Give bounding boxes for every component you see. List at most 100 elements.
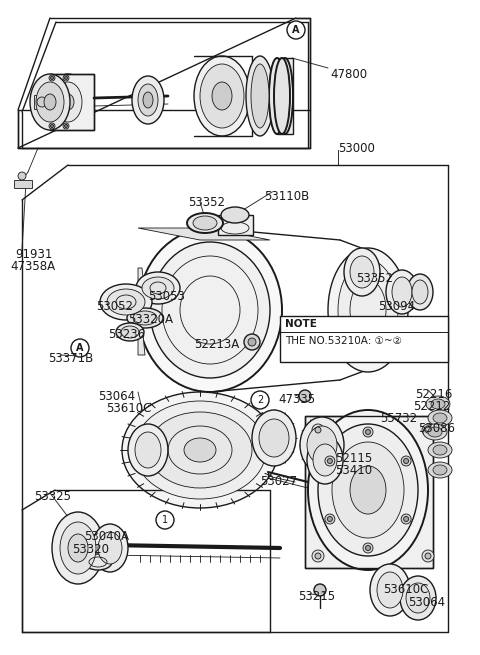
Text: 55732: 55732 [380, 412, 417, 425]
Bar [50, 74, 94, 130]
Circle shape [71, 339, 89, 357]
Ellipse shape [252, 410, 296, 466]
Circle shape [401, 456, 411, 466]
Circle shape [401, 514, 411, 524]
Ellipse shape [132, 76, 164, 124]
Circle shape [315, 553, 321, 559]
Text: 53610C: 53610C [383, 583, 428, 596]
Ellipse shape [107, 289, 145, 315]
Ellipse shape [277, 58, 293, 134]
Circle shape [404, 458, 408, 464]
Circle shape [63, 75, 69, 81]
Text: 53236: 53236 [108, 328, 145, 341]
Text: 53352: 53352 [188, 196, 225, 209]
Circle shape [404, 517, 408, 521]
Text: 1: 1 [162, 515, 168, 525]
Ellipse shape [148, 412, 252, 488]
Ellipse shape [426, 396, 450, 412]
Bar [280, 316, 448, 362]
Ellipse shape [100, 284, 152, 320]
Bar [218, 215, 253, 235]
Circle shape [422, 550, 434, 562]
Circle shape [64, 77, 68, 79]
Circle shape [50, 124, 53, 128]
Circle shape [64, 124, 68, 128]
Polygon shape [138, 228, 270, 240]
Ellipse shape [52, 512, 104, 584]
Ellipse shape [98, 532, 122, 564]
Ellipse shape [344, 248, 380, 296]
Ellipse shape [30, 74, 70, 130]
Ellipse shape [44, 94, 56, 110]
Circle shape [248, 338, 256, 346]
Bar [14, 180, 32, 188]
Circle shape [312, 550, 324, 562]
Ellipse shape [433, 465, 447, 475]
Ellipse shape [338, 260, 398, 360]
Ellipse shape [62, 94, 74, 110]
Text: 53000: 53000 [338, 142, 375, 155]
Text: 53064: 53064 [408, 596, 445, 609]
Text: 53325: 53325 [34, 490, 71, 503]
Ellipse shape [392, 277, 412, 307]
Ellipse shape [350, 466, 386, 514]
Circle shape [325, 514, 335, 524]
Text: 53320A: 53320A [128, 313, 173, 326]
Ellipse shape [221, 207, 249, 223]
Text: 52213A: 52213A [194, 338, 239, 351]
Text: 53320: 53320 [72, 543, 109, 556]
Ellipse shape [407, 274, 433, 310]
Bar [50, 74, 94, 130]
Ellipse shape [318, 424, 418, 556]
Text: 53053: 53053 [148, 290, 185, 303]
Text: 53086: 53086 [418, 422, 455, 435]
Ellipse shape [193, 216, 217, 230]
Ellipse shape [200, 64, 244, 128]
Ellipse shape [116, 323, 144, 341]
Text: 53052: 53052 [96, 300, 133, 313]
Circle shape [50, 77, 53, 79]
Circle shape [244, 334, 260, 350]
Text: 53064: 53064 [98, 390, 135, 403]
Ellipse shape [307, 426, 337, 464]
Ellipse shape [142, 277, 174, 299]
Ellipse shape [308, 410, 428, 570]
Ellipse shape [138, 228, 282, 392]
Text: 47335: 47335 [278, 393, 315, 406]
Polygon shape [138, 325, 145, 355]
Text: 47358A: 47358A [10, 260, 55, 273]
Circle shape [63, 123, 69, 129]
Ellipse shape [259, 419, 289, 457]
Circle shape [365, 546, 371, 550]
Circle shape [314, 584, 326, 596]
Circle shape [425, 553, 431, 559]
Ellipse shape [84, 554, 112, 570]
Circle shape [156, 511, 174, 529]
Ellipse shape [431, 399, 445, 409]
Text: 53027: 53027 [260, 475, 297, 488]
Ellipse shape [122, 392, 278, 508]
Text: 53610C: 53610C [106, 402, 151, 415]
Circle shape [312, 424, 324, 436]
Text: 47800: 47800 [330, 68, 367, 81]
Ellipse shape [246, 56, 274, 136]
Ellipse shape [428, 462, 452, 478]
Ellipse shape [133, 311, 157, 325]
Ellipse shape [370, 564, 410, 616]
Ellipse shape [134, 401, 266, 499]
Ellipse shape [135, 432, 161, 468]
Ellipse shape [150, 242, 270, 378]
Ellipse shape [48, 74, 88, 130]
Bar [277, 58, 293, 134]
Ellipse shape [433, 445, 447, 455]
Ellipse shape [412, 280, 428, 304]
Bar [305, 416, 433, 568]
Text: 53094: 53094 [378, 300, 415, 313]
Circle shape [363, 543, 373, 553]
Text: 91931: 91931 [15, 248, 52, 261]
Ellipse shape [269, 58, 285, 134]
Ellipse shape [128, 424, 168, 476]
Ellipse shape [350, 256, 374, 288]
Ellipse shape [328, 248, 408, 372]
Text: 52115: 52115 [335, 452, 372, 465]
